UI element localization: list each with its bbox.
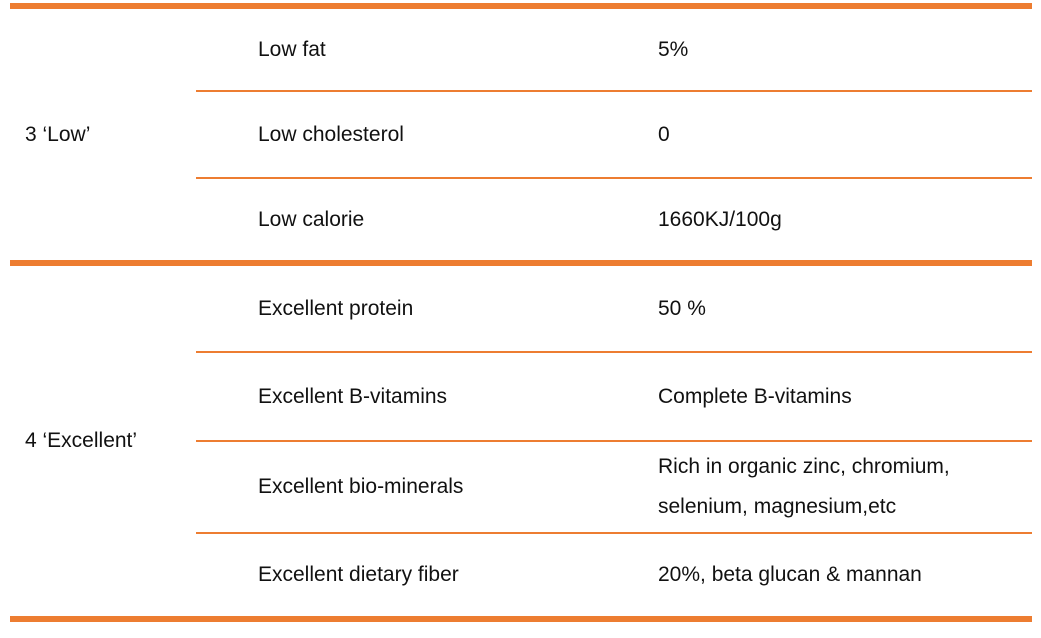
attribute-cell: Excellent B-vitamins xyxy=(196,352,596,442)
attribute-cell: Excellent bio-minerals xyxy=(196,441,596,534)
table-row: Excellent B-vitamins Complete B-vitamins xyxy=(10,352,1032,442)
document-page: 3 ‘Low’ Low fat 5% Low cholesterol 0 Low… xyxy=(0,3,1041,638)
table-row: Excellent dietary fiber 20%, beta glucan… xyxy=(10,533,1032,619)
nutrition-claims-table: 3 ‘Low’ Low fat 5% Low cholesterol 0 Low… xyxy=(10,3,1032,622)
table-row: Excellent bio-minerals Rich in organic z… xyxy=(10,441,1032,534)
attribute-cell: Excellent dietary fiber xyxy=(258,563,459,587)
table-row: Low cholesterol 0 xyxy=(10,91,1032,179)
attribute-cell: Excellent protein xyxy=(196,260,596,353)
value-cell: Rich in organic zinc, chromium, selenium… xyxy=(596,441,1032,534)
attribute-cell: Low fat xyxy=(196,6,596,92)
attribute-cell: Low calorie xyxy=(258,207,365,231)
value-cell: Complete B-vitamins xyxy=(596,352,1032,442)
value-cell: 20%, beta glucan & mannan xyxy=(658,563,922,587)
value-cell: 0 xyxy=(596,91,1032,179)
group-label-cell: 3 ‘Low’ xyxy=(25,122,91,146)
table-row: 3 ‘Low’ Low fat 5% xyxy=(10,6,1032,146)
value-cell: 1660KJ/100g xyxy=(658,207,782,231)
table-row: Low calorie 1660KJ/100g xyxy=(10,178,1032,263)
attribute-cell: Low cholesterol xyxy=(196,91,596,179)
group-label-cell: 4 ‘Excellent’ xyxy=(10,260,196,619)
value-cell: 5% xyxy=(596,6,1032,92)
value-cell: 50 % xyxy=(596,260,1032,353)
table-row: 4 ‘Excellent’ Excellent protein 50 % xyxy=(10,260,1032,619)
